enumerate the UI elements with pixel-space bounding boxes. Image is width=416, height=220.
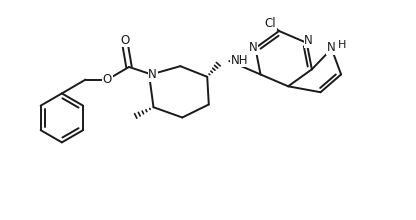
Text: N: N	[149, 68, 157, 81]
Text: H: H	[338, 40, 347, 50]
Text: N: N	[327, 42, 335, 55]
Text: N: N	[249, 42, 258, 55]
Text: NH: NH	[231, 54, 248, 67]
Text: Cl: Cl	[265, 17, 276, 30]
Text: N: N	[305, 34, 313, 47]
Text: O: O	[103, 73, 112, 86]
Text: O: O	[121, 34, 130, 47]
